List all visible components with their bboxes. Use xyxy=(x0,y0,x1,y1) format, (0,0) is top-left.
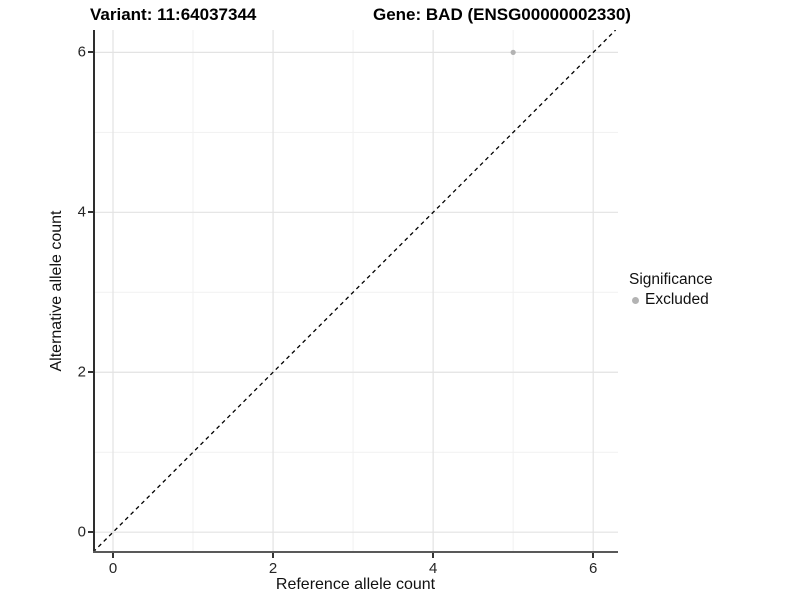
x-axis-label: Reference allele count xyxy=(275,576,436,593)
x-tick-mark xyxy=(592,553,595,558)
x-tick-mark xyxy=(272,553,275,558)
plot-canvas xyxy=(92,29,618,553)
y-tick-mark xyxy=(88,211,93,214)
identity-line xyxy=(92,29,617,553)
y-tick-label: 0 xyxy=(77,523,86,541)
x-tick-mark xyxy=(432,553,435,558)
y-axis-label: Alternative allele count xyxy=(48,210,65,372)
y-tick-label: 2 xyxy=(77,363,86,381)
plot-title-variant: Variant: 11:64037344 xyxy=(90,5,257,24)
y-tick-label: 6 xyxy=(77,43,86,61)
legend-item-excluded: Excluded xyxy=(629,291,713,309)
plot-panel xyxy=(92,29,618,553)
plot-title-gene: Gene: BAD (ENSG00000002330) xyxy=(373,5,631,24)
y-tick-mark xyxy=(88,371,93,374)
excluded-point-icon xyxy=(632,296,639,304)
x-tick-label: 0 xyxy=(108,560,118,577)
x-tick-label: 4 xyxy=(428,560,438,577)
legend: Significance Excluded xyxy=(629,271,713,309)
x-tick-label: 6 xyxy=(589,560,598,577)
y-tick-mark xyxy=(88,531,93,534)
y-tick-mark xyxy=(88,51,93,54)
x-tick-mark xyxy=(112,553,114,558)
legend-item-label: Excluded xyxy=(645,291,709,308)
data-point xyxy=(510,49,516,55)
legend-title: Significance xyxy=(629,271,713,288)
x-tick-label: 2 xyxy=(268,560,278,577)
y-tick-label: 4 xyxy=(77,203,86,221)
